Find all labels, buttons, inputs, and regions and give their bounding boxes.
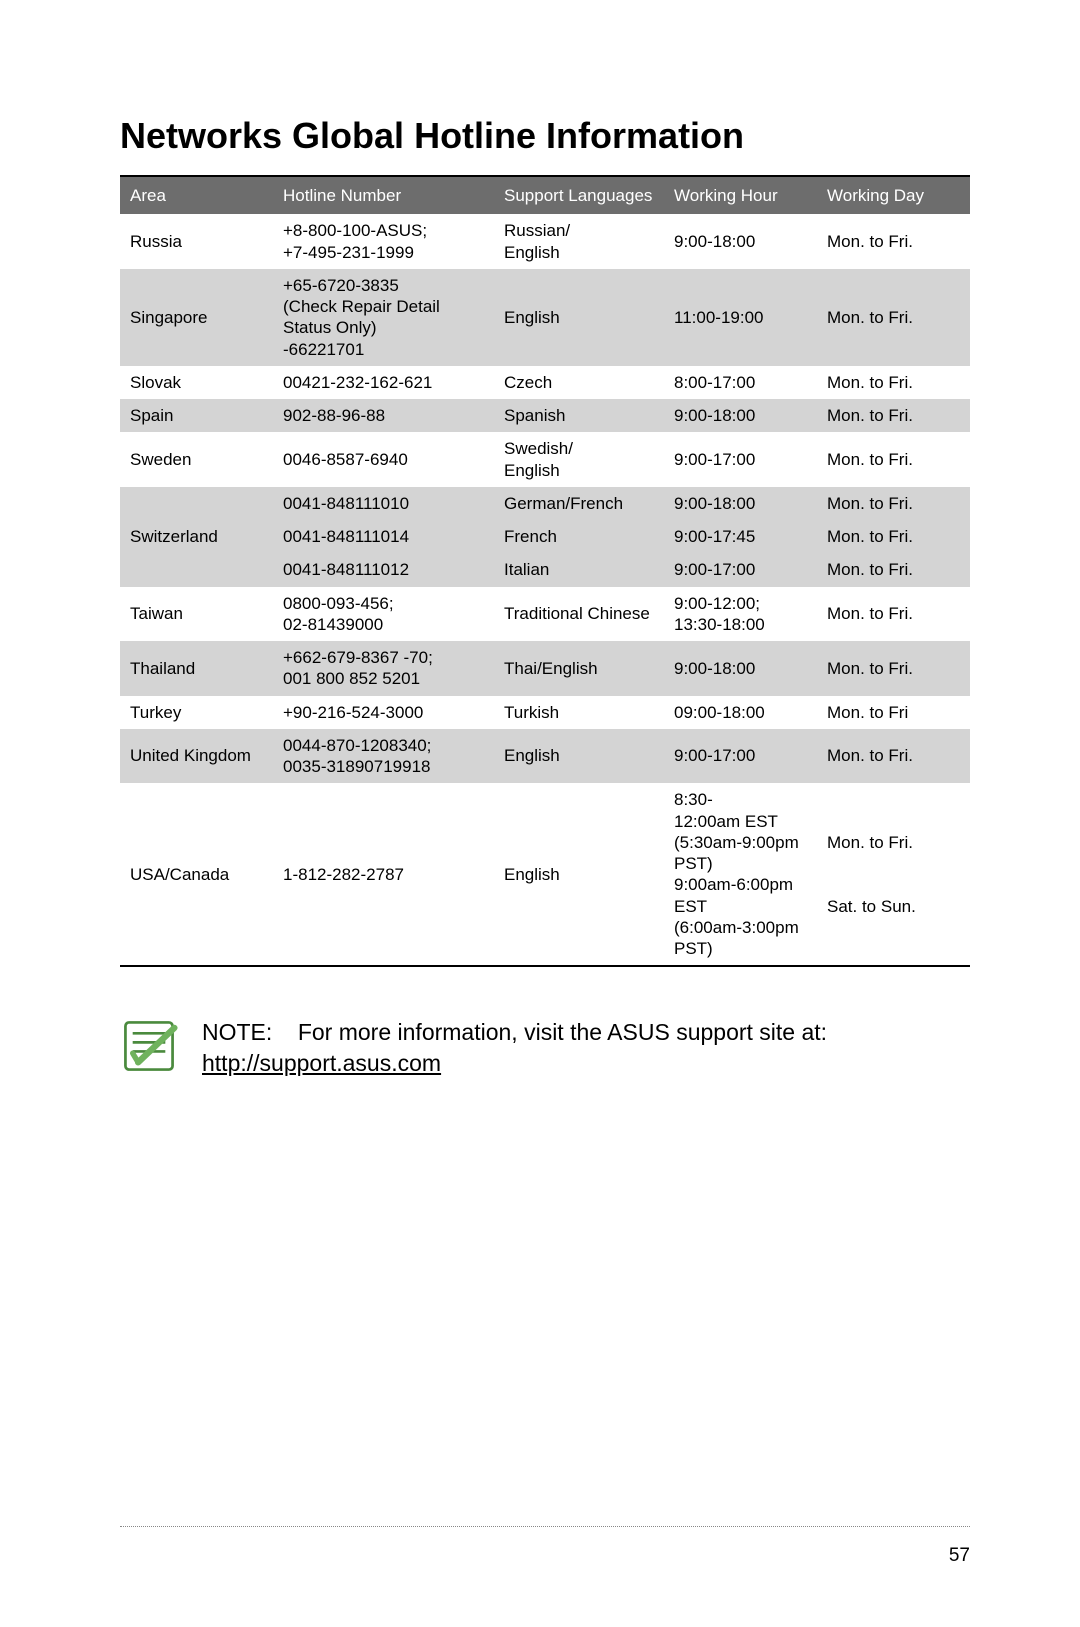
cell-hour: 09:00-18:00 xyxy=(664,696,817,729)
table-row: Sweden0046-8587-6940Swedish/ English9:00… xyxy=(120,432,970,487)
col-header-hotline: Hotline Number xyxy=(273,176,494,214)
cell-day: Mon. to Fri. xyxy=(817,520,970,553)
table-row: United Kingdom0044-870-1208340; 0035-318… xyxy=(120,729,970,784)
col-header-area: Area xyxy=(120,176,273,214)
cell-hotline: 00421-232-162-621 xyxy=(273,366,494,399)
cell-languages: German/French xyxy=(494,487,664,520)
cell-hotline: 0041-848111012 xyxy=(273,553,494,586)
cell-day: Mon. to Fri. Sat. to Sun. xyxy=(817,783,970,966)
cell-area xyxy=(120,553,273,586)
cell-hotline: 0046-8587-6940 xyxy=(273,432,494,487)
cell-hour: 9:00-18:00 xyxy=(664,641,817,696)
table-row: Switzerland0041-848111014French9:00-17:4… xyxy=(120,520,970,553)
cell-languages: English xyxy=(494,729,664,784)
cell-area: Slovak xyxy=(120,366,273,399)
cell-area xyxy=(120,487,273,520)
cell-hour: 9:00-17:00 xyxy=(664,729,817,784)
table-row: Taiwan0800-093-456; 02-81439000Tradition… xyxy=(120,587,970,642)
cell-area: USA/Canada xyxy=(120,783,273,966)
hotline-table: Area Hotline Number Support Languages Wo… xyxy=(120,175,970,967)
note-block: NOTE: For more information, visit the AS… xyxy=(120,1017,970,1080)
cell-area: Turkey xyxy=(120,696,273,729)
cell-languages: Swedish/ English xyxy=(494,432,664,487)
cell-hour: 8:30- 12:00am EST (5:30am-9:00pm PST) 9:… xyxy=(664,783,817,966)
cell-languages: Thai/English xyxy=(494,641,664,696)
note-body: For more information, visit the ASUS sup… xyxy=(298,1019,827,1045)
col-header-hour: Working Hour xyxy=(664,176,817,214)
cell-hotline: 1-812-282-2787 xyxy=(273,783,494,966)
cell-languages: English xyxy=(494,783,664,966)
cell-area: Sweden xyxy=(120,432,273,487)
footer-divider xyxy=(120,1526,970,1527)
cell-hour: 9:00-12:00; 13:30-18:00 xyxy=(664,587,817,642)
page-title: Networks Global Hotline Information xyxy=(120,115,970,157)
cell-hour: 11:00-19:00 xyxy=(664,269,817,366)
cell-day: Mon. to Fri. xyxy=(817,399,970,432)
cell-languages: Traditional Chinese xyxy=(494,587,664,642)
cell-languages: English xyxy=(494,269,664,366)
cell-languages: French xyxy=(494,520,664,553)
col-header-day: Working Day xyxy=(817,176,970,214)
table-row: Russia+8-800-100-ASUS; +7-495-231-1999Ru… xyxy=(120,214,970,269)
document-page: Networks Global Hotline Information Area… xyxy=(0,0,1080,1627)
cell-hotline: +90-216-524-3000 xyxy=(273,696,494,729)
cell-area: Russia xyxy=(120,214,273,269)
cell-day: Mon. to Fri xyxy=(817,696,970,729)
note-icon xyxy=(120,1017,178,1080)
cell-hour: 9:00-17:45 xyxy=(664,520,817,553)
cell-hotline: 902-88-96-88 xyxy=(273,399,494,432)
cell-hour: 9:00-18:00 xyxy=(664,399,817,432)
cell-day: Mon. to Fri. xyxy=(817,553,970,586)
cell-day: Mon. to Fri. xyxy=(817,269,970,366)
cell-languages: Turkish xyxy=(494,696,664,729)
cell-hour: 9:00-18:00 xyxy=(664,214,817,269)
table-row: 0041-848111012Italian9:00-17:00Mon. to F… xyxy=(120,553,970,586)
cell-day: Mon. to Fri. xyxy=(817,729,970,784)
table-row: USA/Canada1-812-282-2787English8:30- 12:… xyxy=(120,783,970,966)
cell-languages: Spanish xyxy=(494,399,664,432)
cell-day: Mon. to Fri. xyxy=(817,587,970,642)
col-header-languages: Support Languages xyxy=(494,176,664,214)
table-row: 0041-848111010German/French9:00-18:00Mon… xyxy=(120,487,970,520)
cell-day: Mon. to Fri. xyxy=(817,641,970,696)
cell-day: Mon. to Fri. xyxy=(817,214,970,269)
cell-hotline: 0044-870-1208340; 0035-31890719918 xyxy=(273,729,494,784)
cell-languages: Russian/ English xyxy=(494,214,664,269)
cell-area: United Kingdom xyxy=(120,729,273,784)
cell-area: Spain xyxy=(120,399,273,432)
cell-hotline: 0041-848111010 xyxy=(273,487,494,520)
note-link[interactable]: http://support.asus.com xyxy=(202,1050,441,1076)
cell-hotline: +8-800-100-ASUS; +7-495-231-1999 xyxy=(273,214,494,269)
cell-day: Mon. to Fri. xyxy=(817,432,970,487)
cell-hour: 9:00-18:00 xyxy=(664,487,817,520)
table-header-row: Area Hotline Number Support Languages Wo… xyxy=(120,176,970,214)
cell-area: Taiwan xyxy=(120,587,273,642)
table-row: Spain902-88-96-88Spanish9:00-18:00Mon. t… xyxy=(120,399,970,432)
cell-hotline: +662-679-8367 -70; 001 800 852 5201 xyxy=(273,641,494,696)
cell-area: Switzerland xyxy=(120,520,273,553)
cell-hotline: 0800-093-456; 02-81439000 xyxy=(273,587,494,642)
cell-area: Singapore xyxy=(120,269,273,366)
cell-hotline: 0041-848111014 xyxy=(273,520,494,553)
cell-day: Mon. to Fri. xyxy=(817,487,970,520)
cell-hour: 8:00-17:00 xyxy=(664,366,817,399)
table-row: Turkey+90-216-524-3000Turkish09:00-18:00… xyxy=(120,696,970,729)
page-number: 57 xyxy=(949,1545,970,1567)
note-text: NOTE: For more information, visit the AS… xyxy=(202,1017,827,1079)
cell-hotline: +65-6720-3835 (Check Repair Detail Statu… xyxy=(273,269,494,366)
cell-hour: 9:00-17:00 xyxy=(664,553,817,586)
cell-hour: 9:00-17:00 xyxy=(664,432,817,487)
cell-languages: Italian xyxy=(494,553,664,586)
table-row: Slovak00421-232-162-621Czech8:00-17:00Mo… xyxy=(120,366,970,399)
cell-languages: Czech xyxy=(494,366,664,399)
table-row: Thailand+662-679-8367 -70; 001 800 852 5… xyxy=(120,641,970,696)
cell-day: Mon. to Fri. xyxy=(817,366,970,399)
table-row: Singapore+65-6720-3835 (Check Repair Det… xyxy=(120,269,970,366)
cell-area: Thailand xyxy=(120,641,273,696)
note-label: NOTE: xyxy=(202,1019,272,1045)
